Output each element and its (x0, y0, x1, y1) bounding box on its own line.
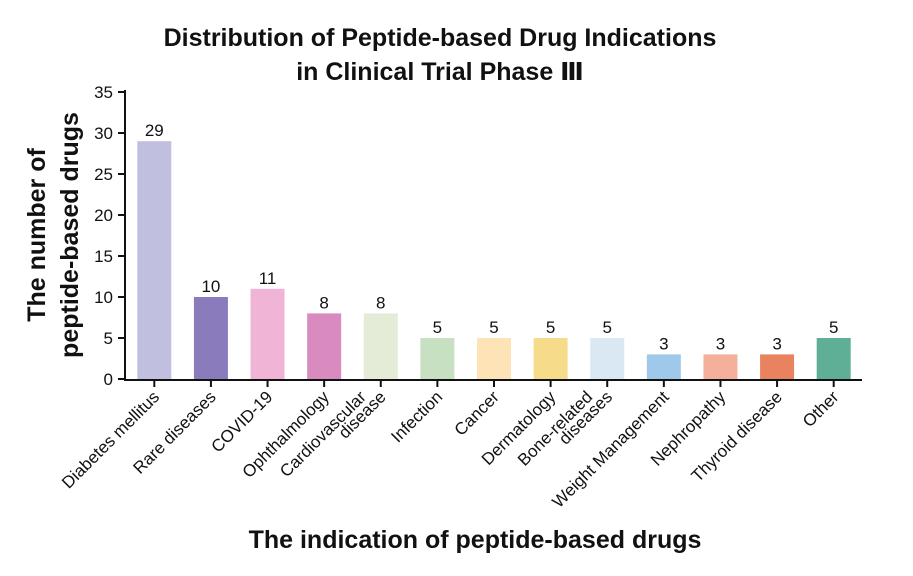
y-axis-label: The number of (23, 148, 51, 322)
value-label: 5 (489, 318, 498, 337)
value-label: 3 (659, 334, 668, 353)
y-tick-label: 35 (94, 83, 113, 102)
y-axis-label: peptide-based drugs (56, 112, 84, 358)
bar (250, 288, 285, 379)
y-tick-label: 10 (94, 288, 113, 307)
value-label: 3 (716, 334, 725, 353)
value-label: 10 (201, 277, 220, 296)
bar (646, 354, 681, 379)
chart-title: in Clinical Trial Phase Ⅲ (296, 58, 584, 86)
y-tick-label: 30 (94, 124, 113, 143)
bar (590, 338, 625, 379)
value-label: 8 (319, 293, 328, 312)
y-tick-label: 20 (94, 206, 113, 225)
value-label: 5 (433, 318, 442, 337)
bar (307, 313, 342, 379)
x-tick-label: Other (799, 387, 843, 431)
y-tick-label: 0 (104, 370, 113, 389)
value-label: 8 (376, 293, 385, 312)
y-tick-label: 5 (104, 329, 113, 348)
value-label: 5 (546, 318, 555, 337)
x-tick-label: Cancer (451, 387, 503, 439)
bar (137, 141, 172, 379)
value-label: 11 (259, 269, 277, 288)
x-tick-label: Diabetes mellitus (58, 387, 163, 492)
bar (816, 338, 851, 379)
bar (420, 338, 455, 379)
bar (703, 354, 738, 379)
bar (477, 338, 511, 379)
bar (193, 297, 228, 379)
y-tick-label: 25 (94, 165, 113, 184)
bar (363, 313, 398, 379)
bar (760, 354, 795, 379)
value-label: 3 (772, 334, 781, 353)
bar (533, 338, 568, 379)
x-tick-label: Infection (387, 387, 446, 446)
value-label: 5 (829, 318, 838, 337)
value-label: 5 (602, 318, 611, 337)
y-tick-label: 15 (94, 247, 113, 266)
x-axis-label: The indication of peptide-based drugs (249, 526, 702, 554)
chart-title: Distribution of Peptide-based Drug Indic… (164, 24, 717, 52)
value-label: 29 (145, 121, 164, 140)
